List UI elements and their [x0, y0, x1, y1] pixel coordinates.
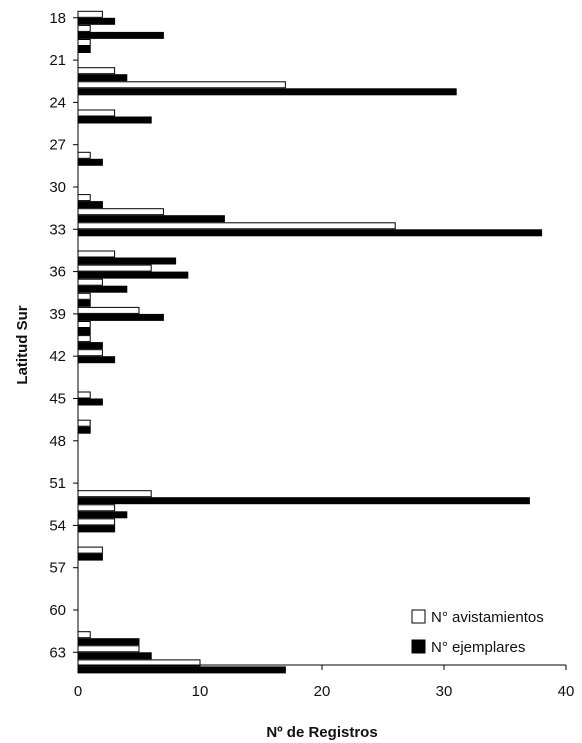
bar-avistamientos-lat-54	[77, 518, 116, 526]
bar-avistamientos-lat-39	[77, 306, 140, 314]
y-tick-label-54: 54	[49, 517, 66, 534]
bar-ejemplares-lat-35	[77, 257, 177, 265]
bar-avistamientos-lat-42	[77, 349, 103, 357]
bar-ejemplares-lat-31	[77, 201, 103, 209]
bar-avistamientos-lat-41	[77, 335, 91, 343]
bar-avistamientos-lat-45	[77, 391, 91, 399]
bar-avistamientos-lat-47	[77, 419, 91, 427]
bar-ejemplares-lat-52	[77, 497, 530, 505]
bar-avistamientos-lat-31	[77, 194, 91, 202]
bar-ejemplares-lat-41	[77, 342, 103, 350]
y-tick-label-42: 42	[49, 348, 66, 365]
bar-ejemplares-lat-20	[77, 46, 91, 53]
bar-ejemplares-lat-37	[77, 285, 128, 293]
y-tick-label-27: 27	[49, 137, 66, 154]
bar-ejemplares-lat-64	[77, 666, 286, 674]
bar-ejemplares-lat-39	[77, 313, 164, 321]
bar-ejemplares-lat-56	[77, 553, 103, 561]
bar-avistamientos-lat-18	[77, 10, 103, 18]
bar-avistamientos-lat-35	[77, 250, 116, 258]
bar-ejemplares-lat-32	[77, 215, 225, 223]
bar-avistamientos-lat-62	[77, 631, 91, 639]
bar-avistamientos-lat-53	[77, 504, 116, 512]
y-tick-label-45: 45	[49, 391, 66, 408]
y-tick-label-36: 36	[49, 264, 66, 281]
bar-ejemplares-lat-19	[77, 31, 164, 39]
bar-ejemplares-lat-36	[77, 271, 189, 279]
axes-group	[77, 17, 566, 666]
bar-avistamientos-lat-36	[77, 264, 152, 272]
bar-ejemplares-lat-54	[77, 525, 116, 533]
bar-avistamientos-lat-52	[77, 490, 152, 498]
bar-avistamientos-lat-56	[77, 546, 103, 554]
bar-avistamientos-lat-33	[77, 222, 396, 230]
bar-ejemplares-lat-18	[77, 17, 116, 25]
bar-avistamientos-lat-28	[77, 151, 91, 159]
bar-ejemplares-lat-63	[77, 652, 152, 660]
y-tick-label-60: 60	[49, 602, 66, 619]
bar-ejemplares-lat-28	[77, 158, 103, 166]
x-tick-label-40: 40	[558, 683, 575, 700]
y-tick-label-18: 18	[49, 10, 66, 27]
legend-label-avistamientos: N° avistamientos	[431, 609, 544, 626]
y-tick-label-63: 63	[49, 644, 66, 661]
bar-ejemplares-lat-53	[77, 511, 128, 519]
bar-avistamientos-lat-23	[77, 81, 286, 89]
bar-ejemplares-lat-23	[77, 88, 457, 96]
bar-avistamientos-lat-20	[77, 39, 91, 46]
y-axis-title: Latitud Sur	[14, 305, 31, 384]
bar-ejemplares-lat-42	[77, 356, 116, 364]
y-tick-label-33: 33	[49, 221, 66, 238]
x-tick-label-20: 20	[314, 683, 331, 700]
bar-avistamientos-lat-22	[77, 67, 116, 75]
bar-ejemplares-lat-25	[77, 116, 152, 124]
bar-avistamientos-lat-19	[77, 24, 91, 32]
ticks-group: 0 10 20 30 40 18 21 24 27 30 33 36 39 42 45 48 51 54 57 60 6…	[49, 10, 574, 700]
legend-swatch-avistamientos	[411, 609, 426, 624]
legend-swatch-ejemplares	[411, 639, 426, 654]
bar-avistamientos-lat-25	[77, 109, 116, 117]
x-axis-title: Nº de Registros	[266, 724, 377, 741]
bars-group	[77, 10, 543, 674]
y-tick-label-51: 51	[49, 475, 66, 492]
bar-ejemplares-lat-40	[77, 328, 91, 335]
x-tick-label-30: 30	[436, 683, 453, 700]
x-tick-label-10: 10	[192, 683, 209, 700]
y-tick-label-57: 57	[49, 560, 66, 577]
y-tick-label-30: 30	[49, 179, 66, 196]
bar-avistamientos-lat-40	[77, 321, 91, 328]
bar-ejemplares-lat-47	[77, 426, 91, 434]
y-tick-label-39: 39	[49, 306, 66, 323]
y-tick-label-21: 21	[49, 52, 66, 69]
x-tick-label-0: 0	[74, 683, 82, 700]
bar-ejemplares-lat-22	[77, 74, 128, 82]
bar-avistamientos-lat-63	[77, 645, 140, 653]
bar-ejemplares-lat-62	[77, 638, 140, 646]
y-tick-label-24: 24	[49, 94, 66, 111]
bar-ejemplares-lat-38	[77, 299, 91, 307]
bar-ejemplares-lat-45	[77, 398, 103, 406]
legend-label-ejemplares: N° ejemplares	[431, 639, 525, 656]
legend: N° avistamientos N° ejemplares	[411, 609, 544, 656]
bar-avistamientos-lat-32	[77, 208, 164, 216]
bar-avistamientos-lat-37	[77, 278, 103, 286]
y-tick-label-48: 48	[49, 433, 66, 450]
bar-avistamientos-lat-38	[77, 292, 91, 300]
bar-ejemplares-lat-33	[77, 229, 543, 237]
